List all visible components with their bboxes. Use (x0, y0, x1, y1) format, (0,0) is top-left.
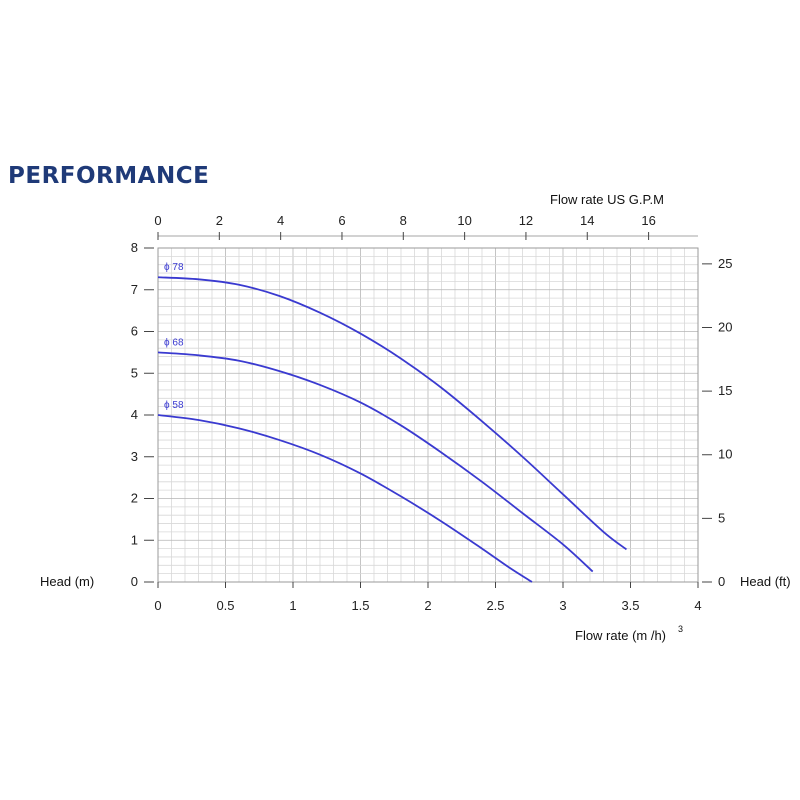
x-bottom-tick-label: 3.5 (621, 598, 639, 613)
y-left-tick-label: 2 (131, 491, 138, 506)
page-title: PERFORMANCE (8, 163, 210, 189)
series-label: ϕ 58 (164, 400, 184, 411)
y-left-tick-label: 1 (131, 532, 138, 547)
x-top-tick-label: 4 (277, 213, 284, 228)
x-top-tick-label: 6 (338, 213, 345, 228)
x-top-tick-label: 8 (400, 213, 407, 228)
x-bottom-tick-label: 1.5 (351, 598, 369, 613)
y-left-tick-label: 5 (131, 365, 138, 380)
x-bottom-tick-label: 0.5 (216, 598, 234, 613)
x-bottom-tick-label: 3 (559, 598, 566, 613)
x-top-tick-label: 2 (216, 213, 223, 228)
y-right-tick-label: 10 (718, 447, 732, 462)
x-bottom-tick-label: 1 (289, 598, 296, 613)
left-axis-title: Head (m) (40, 574, 94, 589)
x-top-tick-label: 16 (641, 213, 655, 228)
x-top-tick-label: 10 (457, 213, 471, 228)
x-top-tick-label: 0 (154, 213, 161, 228)
y-right-tick-label: 5 (718, 510, 725, 525)
top-axis-title: Flow rate US G.P.M (550, 192, 664, 207)
bottom-axis-title: Flow rate (m /h) (575, 628, 666, 643)
x-top-tick-label: 14 (580, 213, 594, 228)
series-label: ϕ 68 (164, 337, 184, 348)
chart-grid (157, 247, 699, 583)
y-right-tick-label: 20 (718, 319, 732, 334)
x-top-tick-label: 12 (519, 213, 533, 228)
x-bottom-tick-label: 2.5 (486, 598, 504, 613)
y-left-tick-label: 6 (131, 324, 138, 339)
series-line-2 (157, 351, 594, 573)
y-left-tick-label: 8 (131, 240, 138, 255)
x-bottom-tick-label: 4 (694, 598, 701, 613)
y-right-tick-label: 15 (718, 383, 732, 398)
y-left-tick-label: 7 (131, 282, 138, 297)
y-left-tick-label: 3 (131, 449, 138, 464)
y-left-tick-label: 4 (131, 407, 138, 422)
right-axis-title: Head (ft) (740, 574, 791, 589)
bottom-axis-superscript: 3 (678, 624, 683, 634)
series-line-1 (157, 276, 627, 551)
chart-series: ϕ 78 ϕ 68 ϕ 58 (157, 262, 627, 583)
y-left-tick-label: 0 (131, 574, 138, 589)
y-right-tick-label: 25 (718, 256, 732, 271)
y-right-tick-label: 0 (718, 574, 725, 589)
series-label: ϕ 78 (164, 262, 184, 273)
x-bottom-tick-label: 2 (424, 598, 431, 613)
x-bottom-tick-label: 0 (154, 598, 161, 613)
chart-axes: 0 0.5 1 1.5 2 2.5 3 3.5 40 2 4 6 8 10 12 14 160123456780… (131, 213, 733, 613)
